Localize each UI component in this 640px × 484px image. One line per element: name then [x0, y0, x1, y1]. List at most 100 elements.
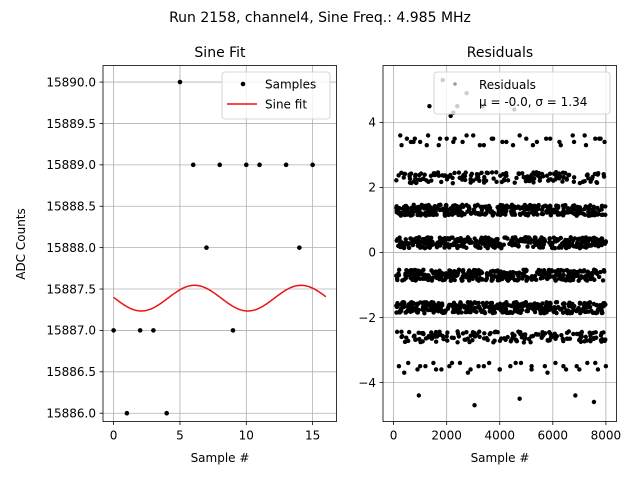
residual-point: [579, 333, 584, 338]
residual-point: [571, 139, 577, 145]
residual-point: [582, 238, 587, 243]
residual-point: [423, 210, 428, 216]
residual-point: [599, 212, 604, 217]
residuals-xtick-label: 2000: [431, 429, 462, 443]
residual-point: [577, 367, 582, 372]
sample-point: [190, 162, 196, 168]
residual-point: [509, 240, 514, 245]
residual-point: [435, 271, 440, 277]
residuals-xtick-label: 8000: [591, 429, 622, 443]
residual-point: [599, 203, 605, 209]
residual-point: [399, 334, 404, 340]
residual-point: [516, 308, 521, 314]
residual-point: [465, 370, 471, 375]
residual-point: [481, 336, 487, 341]
residual-point: [402, 277, 407, 282]
residual-point: [464, 133, 469, 138]
residual-point: [449, 360, 455, 366]
residual-point: [532, 301, 537, 306]
residual-point: [511, 206, 516, 211]
residual-point: [528, 240, 533, 245]
sine-fit-ytick-label: 15886.0: [46, 407, 96, 421]
residual-point: [561, 338, 566, 344]
residual-point: [522, 336, 527, 342]
residual-point: [423, 203, 429, 209]
residual-point: [600, 240, 606, 245]
residual-point: [396, 271, 401, 276]
residual-point: [456, 170, 462, 175]
residual-point: [462, 237, 467, 242]
residual-point: [532, 273, 538, 279]
residuals-title: Residuals: [467, 45, 533, 61]
residual-point: [514, 175, 519, 181]
residual-point: [505, 334, 510, 340]
residual-point: [513, 337, 519, 342]
residual-point: [571, 175, 577, 180]
residual-point: [492, 330, 497, 335]
residuals-ytick-label: −2: [358, 311, 376, 325]
residual-point: [585, 204, 590, 210]
residual-point: [467, 237, 472, 242]
residual-point: [424, 178, 429, 183]
residual-point: [418, 240, 423, 246]
residual-point: [415, 367, 420, 372]
residual-point: [435, 240, 440, 245]
residual-point: [413, 268, 418, 273]
residual-point: [406, 360, 411, 366]
residual-point: [455, 304, 460, 309]
residual-point: [543, 136, 549, 141]
sine-fit-ytick-label: 15889.5: [46, 117, 96, 131]
sine-fit-ytick-label: 15889.0: [46, 158, 96, 172]
residual-point: [588, 179, 593, 184]
residual-point: [598, 269, 603, 275]
sample-point: [310, 162, 315, 168]
residual-point: [573, 393, 578, 398]
sine-fit-ytick-label: 15890.0: [46, 75, 96, 89]
residual-point: [583, 273, 588, 279]
residual-point: [566, 329, 572, 334]
residual-point: [602, 139, 607, 145]
residual-point: [531, 305, 536, 310]
residual-point: [448, 302, 454, 308]
residual-point: [500, 303, 505, 308]
residual-point: [465, 336, 470, 341]
residual-point: [547, 203, 553, 209]
residual-point: [468, 300, 473, 305]
residual-point: [431, 360, 436, 366]
residual-point: [401, 300, 406, 305]
residual-point: [563, 203, 568, 208]
residual-point: [460, 278, 465, 283]
residual-point: [492, 338, 497, 343]
residual-point: [394, 238, 399, 243]
residuals-xtick-label: 4000: [484, 429, 515, 443]
residual-point: [481, 180, 487, 185]
residual-point: [583, 334, 588, 340]
residual-point: [521, 340, 527, 345]
residual-point: [552, 245, 558, 251]
residual-point: [566, 173, 571, 178]
residual-point: [403, 237, 408, 242]
residual-point: [465, 209, 470, 214]
residual-point: [428, 205, 433, 211]
residual-point: [591, 301, 596, 307]
residual-point: [455, 245, 460, 251]
residual-point: [444, 203, 449, 208]
residual-point: [517, 211, 523, 217]
residual-point: [432, 204, 437, 209]
residual-point: [490, 136, 496, 141]
residual-point: [520, 171, 525, 176]
residual-point: [403, 271, 408, 276]
residual-point: [472, 403, 477, 408]
residual-point: [395, 301, 400, 306]
residual-point: [495, 243, 500, 248]
sample-point: [164, 410, 169, 416]
residuals-series: [394, 77, 609, 408]
residuals-ytick-label: 0: [368, 246, 376, 260]
residual-point: [529, 364, 534, 369]
residual-point: [595, 367, 601, 372]
residual-point: [417, 364, 423, 369]
residual-point: [531, 170, 536, 175]
residual-point: [485, 337, 490, 343]
residual-point: [398, 133, 403, 138]
residual-point: [590, 207, 595, 212]
